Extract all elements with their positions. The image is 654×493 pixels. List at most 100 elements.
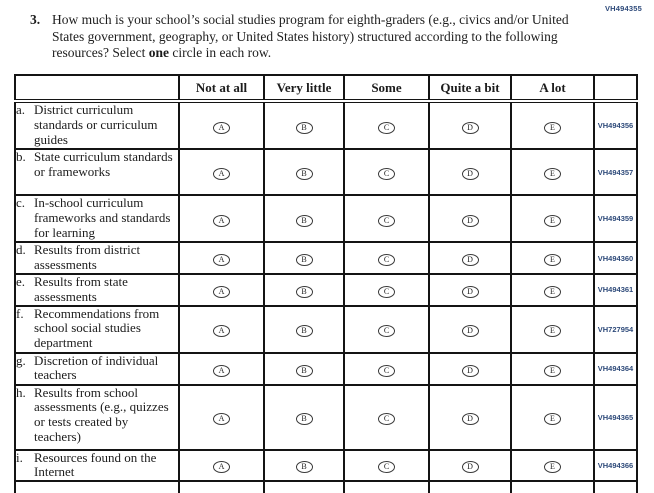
option-cell: B [263,100,345,150]
answer-bubble-d[interactable]: D [461,168,479,180]
option-cell: A [178,194,265,243]
option-cell: D [428,448,512,483]
answer-bubble-c[interactable]: C [378,413,395,426]
header-row: Not at all Very little Some Quite a bit … [14,74,638,103]
option-cell: B [263,304,345,354]
answer-bubble-b[interactable]: B [295,325,313,338]
answer-bubble-e[interactable]: E [544,285,561,298]
option-cell: D [428,241,512,275]
answer-bubble-c[interactable]: C [378,254,395,266]
answer-bubble-c[interactable]: C [378,285,395,298]
cutoff-cell [343,480,430,493]
table-row: b. State curriculum standards or framewor… [14,148,638,196]
row-code: VH494359 [593,194,638,243]
option-cell: D [428,148,512,196]
option-cell: C [343,448,430,483]
answer-bubble-b[interactable]: B [295,121,313,134]
option-cell: C [343,194,430,243]
option-cell: B [263,383,345,451]
option-cell: A [178,383,265,451]
row-item-letter: a. [16,102,26,117]
option-cell: D [428,383,512,451]
option-cell: C [343,304,430,354]
header-some: Some [343,74,430,103]
option-cell: E [510,448,595,483]
answer-bubble-e[interactable]: E [544,325,561,338]
answer-bubble-c[interactable]: C [378,325,395,338]
answer-bubble-d[interactable]: D [461,413,479,426]
row-item-letter: b. [16,149,26,164]
option-cell: B [263,194,345,243]
answer-bubble-d[interactable]: D [461,461,479,474]
cutoff-cell [593,480,638,493]
answer-bubble-b[interactable]: B [295,214,313,227]
row-code: VH494361 [593,273,638,307]
header-quite-a-bit: Quite a bit [428,74,512,103]
answer-bubble-b[interactable]: B [295,254,313,266]
answer-bubble-c[interactable]: C [378,168,395,180]
answer-bubble-d[interactable]: D [461,325,479,338]
answer-bubble-b[interactable]: B [295,168,313,180]
option-cell: E [510,383,595,451]
option-cell: B [263,273,345,307]
answer-bubble-b[interactable]: B [295,285,313,298]
answer-bubble-e[interactable]: E [544,413,561,426]
row-label-cell: d. Results from district assessments [14,241,180,275]
answer-bubble-a[interactable]: A [213,413,230,426]
table-row: e. Results from state assessments A B C D E VH4… [14,273,638,307]
answer-bubble-e[interactable]: E [544,461,561,474]
option-cell: E [510,351,595,386]
cutoff-cell [178,480,265,493]
answer-bubble-b[interactable]: B [295,364,313,377]
answer-bubble-d[interactable]: D [461,254,479,266]
form-code-top-right: VH494355 [604,4,642,13]
question-block: 3. How much is your school’s social stud… [30,12,570,62]
row-item-label: Results from state assessments [34,274,128,304]
answer-bubble-a[interactable]: A [213,325,230,338]
answer-bubble-a[interactable]: A [213,168,230,180]
option-cell: E [510,273,595,307]
answer-bubble-d[interactable]: D [461,364,479,377]
row-item-letter: g. [16,352,26,368]
option-cell: B [263,351,345,386]
answer-bubble-e[interactable]: E [544,121,561,134]
row-item-label: Resources found on the Internet [34,449,157,480]
answer-bubble-e[interactable]: E [544,168,561,180]
option-cell: D [428,273,512,307]
table-row: i. Resources found on the Internet A B C D E VH… [14,448,638,483]
row-item-label: Recommendations from school social studi… [34,305,160,351]
answer-bubble-a[interactable]: A [213,214,230,227]
cutoff-row [14,480,638,493]
answer-bubble-b[interactable]: B [295,461,313,474]
answer-bubble-d[interactable]: D [461,121,479,134]
answer-bubble-d[interactable]: D [461,285,479,298]
answer-bubble-e[interactable]: E [544,364,561,377]
answer-bubble-c[interactable]: C [378,461,395,474]
answer-bubble-c[interactable]: C [378,364,395,377]
answer-bubble-c[interactable]: C [378,121,395,134]
option-cell: C [343,241,430,275]
answer-bubble-d[interactable]: D [461,214,479,227]
row-label-cell: h. Results from school assessments (e.g.,… [14,383,180,451]
cutoff-cell [510,480,595,493]
answer-bubble-a[interactable]: A [213,285,230,298]
row-label-cell: i. Resources found on the Internet [14,448,180,483]
row-item-label: Results from school assessments (e.g., q… [34,384,169,444]
answer-bubble-a[interactable]: A [213,254,230,266]
answer-bubble-a[interactable]: A [213,364,230,377]
option-cell: A [178,351,265,386]
question-text-end: circle in each row. [168,45,272,60]
option-cell: A [178,448,265,483]
answer-bubble-b[interactable]: B [295,413,313,426]
option-cell: C [343,383,430,451]
answer-bubble-e[interactable]: E [544,254,561,266]
row-label-cell: c. In-school curriculum frameworks and st… [14,194,180,243]
answer-bubble-a[interactable]: A [213,121,230,134]
answer-bubble-e[interactable]: E [544,214,561,227]
row-label-cell: f. Recommendations from school social stu… [14,304,180,354]
answer-bubble-a[interactable]: A [213,461,230,474]
option-cell: A [178,273,265,307]
row-label-cell: b. State curriculum standards or framewor… [14,148,180,196]
answer-bubble-c[interactable]: C [378,214,395,227]
row-item-label: State curriculum standards or frameworks [34,149,173,179]
